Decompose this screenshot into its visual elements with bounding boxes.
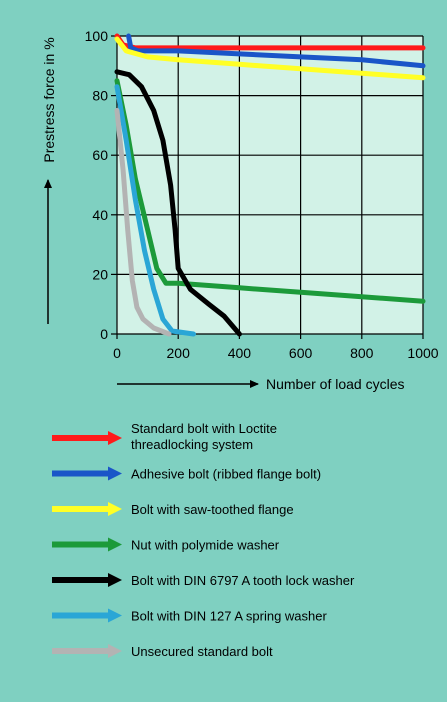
legend-arrow <box>108 431 122 445</box>
series-line <box>114 78 426 304</box>
x-tick-label: 200 <box>167 345 191 361</box>
y-tick-label: 100 <box>85 28 109 44</box>
y-tick-label: 20 <box>92 266 108 282</box>
x-tick-label: 1000 <box>407 345 438 361</box>
legend-entry: Bolt with DIN 127 A spring washer <box>52 608 327 624</box>
x-tick-label: 0 <box>113 345 121 361</box>
x-axis-title: Number of load cycles <box>266 376 405 392</box>
legend-entry: Nut with polymide washer <box>52 537 280 553</box>
legend-label: Bolt with saw-toothed flange <box>131 502 294 517</box>
legend-entry: Adhesive bolt (ribbed flange bolt) <box>52 466 321 482</box>
y-tick-label: 60 <box>92 147 108 163</box>
series-lines <box>114 33 426 337</box>
legend-arrow <box>108 644 122 658</box>
legend-label: Unsecured standard bolt <box>131 644 273 659</box>
y-tick-label: 0 <box>100 326 108 342</box>
legend-label: Nut with polymide washer <box>131 538 280 553</box>
y-tick-label: 40 <box>92 207 108 223</box>
legend-entry: Unsecured standard bolt <box>52 644 273 659</box>
legend-entry: Bolt with DIN 6797 A tooth lock washer <box>52 573 355 588</box>
legend-arrow <box>108 537 122 552</box>
series-line <box>114 36 426 81</box>
grid <box>111 35 424 339</box>
x-tick-label: 800 <box>350 345 374 361</box>
legend-label: Standard bolt with Loctite threadlocking … <box>131 421 277 452</box>
tick-labels: 0 200 400 600 800 1000 0 20 40 60 80 100 <box>85 28 439 361</box>
series-line <box>114 84 196 337</box>
y-axis-title: Prestress force in % <box>41 37 57 162</box>
series-line <box>126 33 426 69</box>
legend-label: Bolt with DIN 6797 A tooth lock washer <box>131 573 355 588</box>
legend-entry: Bolt with saw-toothed flange <box>52 502 294 517</box>
series-line <box>114 108 172 337</box>
legend-arrow <box>108 608 122 623</box>
x-tick-label: 400 <box>228 345 252 361</box>
legend: Standard bolt with Loctite threadlocking … <box>52 421 355 659</box>
series-line <box>114 69 242 337</box>
series-line <box>114 33 426 51</box>
legend-label: Bolt with DIN 127 A spring washer <box>131 609 327 624</box>
legend-label: Adhesive bolt (ribbed flange bolt) <box>131 467 321 482</box>
legend-arrow <box>108 502 122 516</box>
x-tick-label: 600 <box>289 345 313 361</box>
y-tick-label: 80 <box>92 88 108 104</box>
legend-entry: Standard bolt with Loctite threadlocking … <box>52 421 277 452</box>
legend-arrow <box>108 573 122 587</box>
legend-arrow <box>108 466 122 481</box>
